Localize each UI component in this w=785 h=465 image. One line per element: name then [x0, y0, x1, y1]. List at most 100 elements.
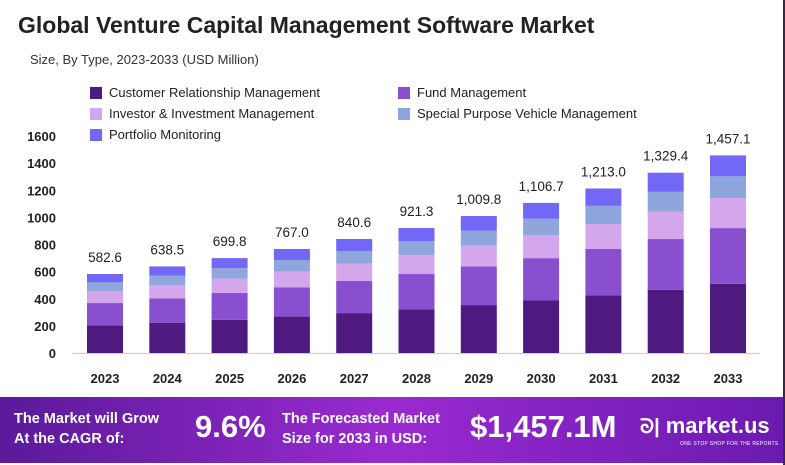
- legend-swatch: [90, 128, 102, 141]
- bar-segment-2024-2: [149, 285, 186, 299]
- x-tick-label: 2032: [651, 371, 680, 386]
- bar-segment-2032-0: [647, 289, 684, 353]
- bar-segment-2031-0: [585, 295, 622, 353]
- data-label-total: 638.5: [150, 242, 184, 257]
- legend-swatch: [398, 86, 410, 99]
- y-tick-label: 800: [34, 238, 56, 253]
- bar-segment-2023-4: [87, 273, 123, 283]
- bar-segment-2031-4: [585, 188, 622, 206]
- bar-segment-2025-1: [211, 293, 248, 320]
- logo-mark-icon: ᘐ|: [640, 416, 660, 438]
- bar-segment-2024-0: [149, 322, 186, 353]
- bar-segment-2033-0: [710, 283, 746, 353]
- plot-area: 0 200 400 600 800 1000 1200 1400 1600 582.6 2023 63…: [27, 129, 760, 386]
- y-tick-label: 600: [34, 265, 56, 280]
- bar-segment-2030-4: [523, 202, 560, 219]
- x-tick-label: 2025: [215, 371, 244, 386]
- bar-segment-2032-1: [647, 239, 684, 290]
- bar-segment-2029-1: [460, 266, 497, 306]
- legend-item-crm: Customer Relationship Management: [90, 85, 320, 100]
- bar-segment-2027-4: [336, 238, 373, 252]
- bar-segment-2024-1: [149, 298, 186, 323]
- bar-segment-2032-4: [647, 172, 684, 192]
- y-tick-label: 1600: [27, 129, 56, 144]
- legend-item-spv: Special Purpose Vehicle Management: [398, 106, 637, 121]
- x-tick-label: 2027: [340, 371, 369, 386]
- data-label-total: 840.6: [337, 215, 371, 230]
- legend-swatch: [398, 107, 410, 120]
- legend-swatch: [90, 86, 102, 99]
- y-tick-label: 1000: [27, 210, 56, 225]
- data-label-total: 921.3: [400, 204, 434, 219]
- bar-segment-2026-3: [273, 259, 310, 272]
- bar-segment-2030-2: [523, 235, 560, 259]
- bar-segment-2024-4: [149, 266, 186, 276]
- data-label-total: 1,009.8: [456, 192, 501, 207]
- x-tick-label: 2026: [277, 371, 306, 386]
- forecast-label-line2: Size for 2033 in USD:: [282, 431, 428, 447]
- bar-segment-2026-1: [273, 287, 310, 317]
- data-label-total: 1,213.0: [581, 164, 626, 179]
- bar-segment-2033-3: [710, 176, 746, 199]
- bar-segment-2026-4: [273, 248, 310, 260]
- cagr-label-line2: At the CAGR of:: [14, 431, 125, 447]
- chart-title: Global Venture Capital Management Softwa…: [18, 12, 595, 38]
- summary-banner: The Market will Grow At the CAGR of: 9.6%…: [0, 397, 783, 463]
- data-label-total: 1,329.4: [643, 149, 689, 164]
- legend-label: Portfolio Monitoring: [109, 127, 221, 142]
- brand-name: market.us: [665, 413, 770, 438]
- bar-segment-2027-2: [336, 263, 373, 281]
- data-label-total: 1,457.1: [705, 131, 750, 146]
- bar-segment-2030-0: [523, 300, 560, 353]
- legend-label: Customer Relationship Management: [109, 85, 320, 100]
- bar-segment-2030-1: [523, 258, 560, 301]
- bar-segment-2025-0: [211, 319, 248, 353]
- data-label-total: 582.6: [88, 250, 122, 265]
- bar-segment-2033-2: [710, 198, 746, 229]
- bar-segment-2033-4: [710, 155, 746, 177]
- bar-segment-2025-2: [211, 278, 248, 294]
- legend-label: Investor & Investment Management: [109, 106, 315, 121]
- bar-segment-2027-0: [336, 313, 373, 353]
- forecast-value: $1,457.1M: [470, 409, 617, 444]
- x-tick-label: 2023: [91, 371, 120, 386]
- legend-swatch: [90, 107, 102, 120]
- data-label-total: 699.8: [213, 234, 247, 249]
- bar-segment-2032-2: [647, 211, 684, 240]
- chart-subtitle: Size, By Type, 2023-2033 (USD Million): [30, 52, 259, 67]
- x-tick-label: 2028: [402, 371, 431, 386]
- bar-segment-2029-0: [460, 305, 497, 353]
- legend-item-fund: Fund Management: [398, 85, 526, 100]
- bar-segment-2027-1: [336, 280, 373, 314]
- x-tick-label: 2024: [153, 371, 183, 386]
- brand-tagline: ONE STOP SHOP FOR THE REPORTS: [680, 441, 779, 447]
- data-label-total: 767.0: [275, 225, 309, 240]
- y-tick-label: 1200: [27, 183, 56, 198]
- bar-segment-2023-0: [87, 325, 123, 353]
- bar-segment-2026-2: [273, 271, 310, 288]
- bar-segment-2031-1: [585, 249, 622, 296]
- bar-segment-2026-0: [273, 316, 310, 353]
- bar-segment-2024-3: [149, 275, 186, 286]
- y-tick-label: 1400: [27, 156, 56, 171]
- bar-segment-2023-2: [87, 291, 123, 304]
- y-tick-label: 200: [34, 319, 56, 334]
- y-tick-label: 0: [49, 346, 56, 361]
- bar-segment-2033-1: [710, 228, 746, 284]
- cagr-label: The Market will Grow At the CAGR of:: [14, 409, 159, 449]
- bar-segment-2031-3: [585, 205, 622, 225]
- x-tick-label: 2033: [714, 371, 743, 386]
- brand-logo: ᘐ| market.us: [640, 413, 770, 439]
- bar-segment-2028-2: [398, 255, 435, 275]
- x-tick-label: 2029: [464, 371, 493, 386]
- legend-label: Special Purpose Vehicle Management: [417, 106, 637, 121]
- bar-segment-2023-1: [87, 303, 123, 326]
- bar-segment-2025-4: [211, 258, 248, 269]
- bar-segment-2025-3: [211, 268, 248, 279]
- legend-label: Fund Management: [417, 85, 527, 100]
- bar-segment-2028-4: [398, 228, 435, 242]
- cagr-label-line1: The Market will Grow: [14, 411, 160, 427]
- bar-segment-2028-0: [398, 309, 435, 353]
- bar-segment-2032-3: [647, 191, 684, 212]
